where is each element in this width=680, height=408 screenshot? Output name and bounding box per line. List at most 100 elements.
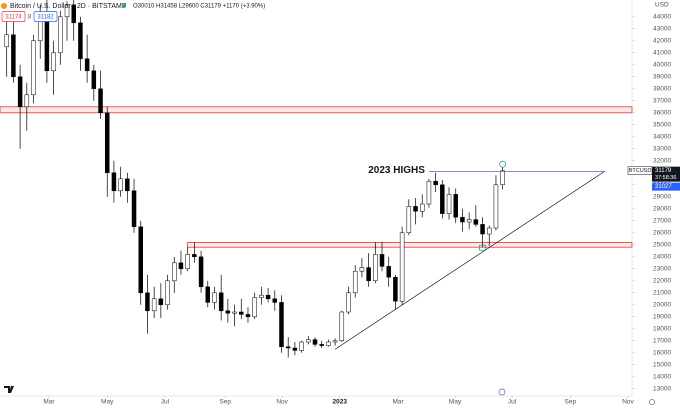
candle-body — [419, 203, 425, 212]
countdown: 37:58:36 — [655, 175, 676, 181]
spread: 8 — [28, 14, 32, 20]
buy-price: 31182 — [37, 14, 54, 20]
candle-body — [399, 232, 405, 302]
candle-body — [91, 70, 97, 90]
x-tick-label: May — [101, 399, 114, 406]
zone — [0, 106, 633, 114]
candle-body — [393, 276, 398, 302]
candle-body — [51, 52, 56, 72]
plot-area — [0, 0, 633, 358]
candle-body — [192, 254, 197, 258]
candle-body — [24, 94, 30, 108]
y-tick-label: 33000 — [653, 146, 671, 153]
settings-icon[interactable] — [649, 399, 655, 405]
y-tick-label: 25000 — [653, 242, 671, 249]
x-tick-label: 2023 — [333, 399, 348, 406]
candle-body — [165, 280, 170, 306]
candle-body — [232, 311, 237, 314]
candle-body — [205, 286, 211, 303]
candle-body — [413, 206, 418, 212]
event-icon[interactable] — [498, 388, 506, 396]
x-tick-label: Sep — [565, 399, 577, 406]
x-tick-label: May — [449, 399, 462, 406]
y-tick-label: 13000 — [653, 386, 671, 393]
y-tick-label: 42000 — [653, 38, 671, 45]
annotation: 2023 HIGHS — [368, 165, 425, 176]
candle-body — [37, 18, 43, 42]
candle-body — [145, 292, 150, 312]
y-tick-label: 36000 — [653, 110, 671, 117]
buy-button[interactable] — [33, 11, 58, 22]
market-status-dot — [122, 4, 126, 8]
candle-body — [326, 341, 331, 346]
candle-body — [433, 180, 438, 186]
y-tick-label: 19000 — [653, 314, 671, 321]
last-price: 31179 — [655, 168, 672, 174]
x-tick-label: Sep — [219, 399, 231, 406]
x-tick-label: Nov — [276, 399, 288, 406]
candle-body — [319, 344, 324, 346]
x-tick-label: Mar — [392, 399, 404, 406]
candle-body — [172, 262, 177, 282]
y-tick-label: 24000 — [653, 254, 671, 261]
y-tick-label: 27000 — [653, 218, 671, 225]
symbol-icon — [1, 3, 7, 9]
candle-body — [225, 310, 231, 314]
logo-mark — [4, 386, 14, 393]
y-tick-label: 28000 — [653, 206, 671, 213]
y-tick-label: 17000 — [653, 338, 671, 345]
y-tick-label: 34000 — [653, 134, 671, 141]
candle-body — [453, 194, 458, 218]
candle-body — [245, 314, 251, 318]
y-tick-label: 16000 — [653, 350, 671, 357]
y-tick-label: 14000 — [653, 374, 671, 381]
candle-body — [218, 292, 224, 312]
y-tick-label: 32000 — [653, 158, 671, 165]
y-tick-label: 40000 — [653, 62, 671, 69]
candle-body — [359, 267, 365, 272]
last-price-tag — [652, 166, 680, 182]
sell-button[interactable] — [1, 11, 26, 22]
candle-body — [98, 88, 103, 114]
candle-body — [379, 254, 385, 267]
y-tick-label: 43000 — [653, 26, 671, 33]
y-tick-label: 23000 — [653, 266, 671, 273]
y-tick-label: 41000 — [653, 50, 671, 57]
candle-body — [373, 254, 378, 282]
candle-body — [71, 4, 76, 24]
candle-body — [11, 34, 16, 78]
y-tick-label: 22000 — [653, 278, 671, 285]
candle-body — [486, 227, 492, 235]
candle-body — [426, 180, 432, 205]
candle-body — [118, 178, 123, 192]
candle-body — [299, 341, 304, 351]
candle-body — [104, 112, 110, 174]
candle-body — [346, 292, 351, 313]
trendline — [334, 170, 606, 350]
candle-body — [480, 224, 485, 235]
candle-body — [198, 256, 204, 288]
candle-body — [306, 339, 311, 343]
y-tick-label: 18000 — [653, 326, 671, 333]
candle-body — [473, 219, 479, 225]
zone — [187, 241, 633, 248]
candle-body — [185, 254, 190, 270]
axis-unit: USD — [655, 2, 669, 9]
low-marker — [479, 244, 486, 251]
x-tick-label: Jul — [508, 399, 517, 406]
candle-body — [332, 340, 338, 343]
chart-title: Bitcoin / U.S. Dollar · 2D · BITSTAMP — [10, 3, 127, 10]
candle-body — [386, 266, 391, 278]
candle-body — [312, 339, 318, 345]
x-tick-label: Nov — [622, 399, 634, 406]
candle-body — [279, 302, 284, 348]
candle-body — [138, 226, 143, 294]
y-tick-label: 20000 — [653, 302, 671, 309]
candle-body — [158, 298, 164, 306]
candle-body — [212, 292, 217, 303]
candle-body — [17, 76, 23, 108]
candle-body — [31, 40, 36, 96]
y-tick-label: 21000 — [653, 290, 671, 297]
prev-price-tag — [652, 182, 680, 191]
